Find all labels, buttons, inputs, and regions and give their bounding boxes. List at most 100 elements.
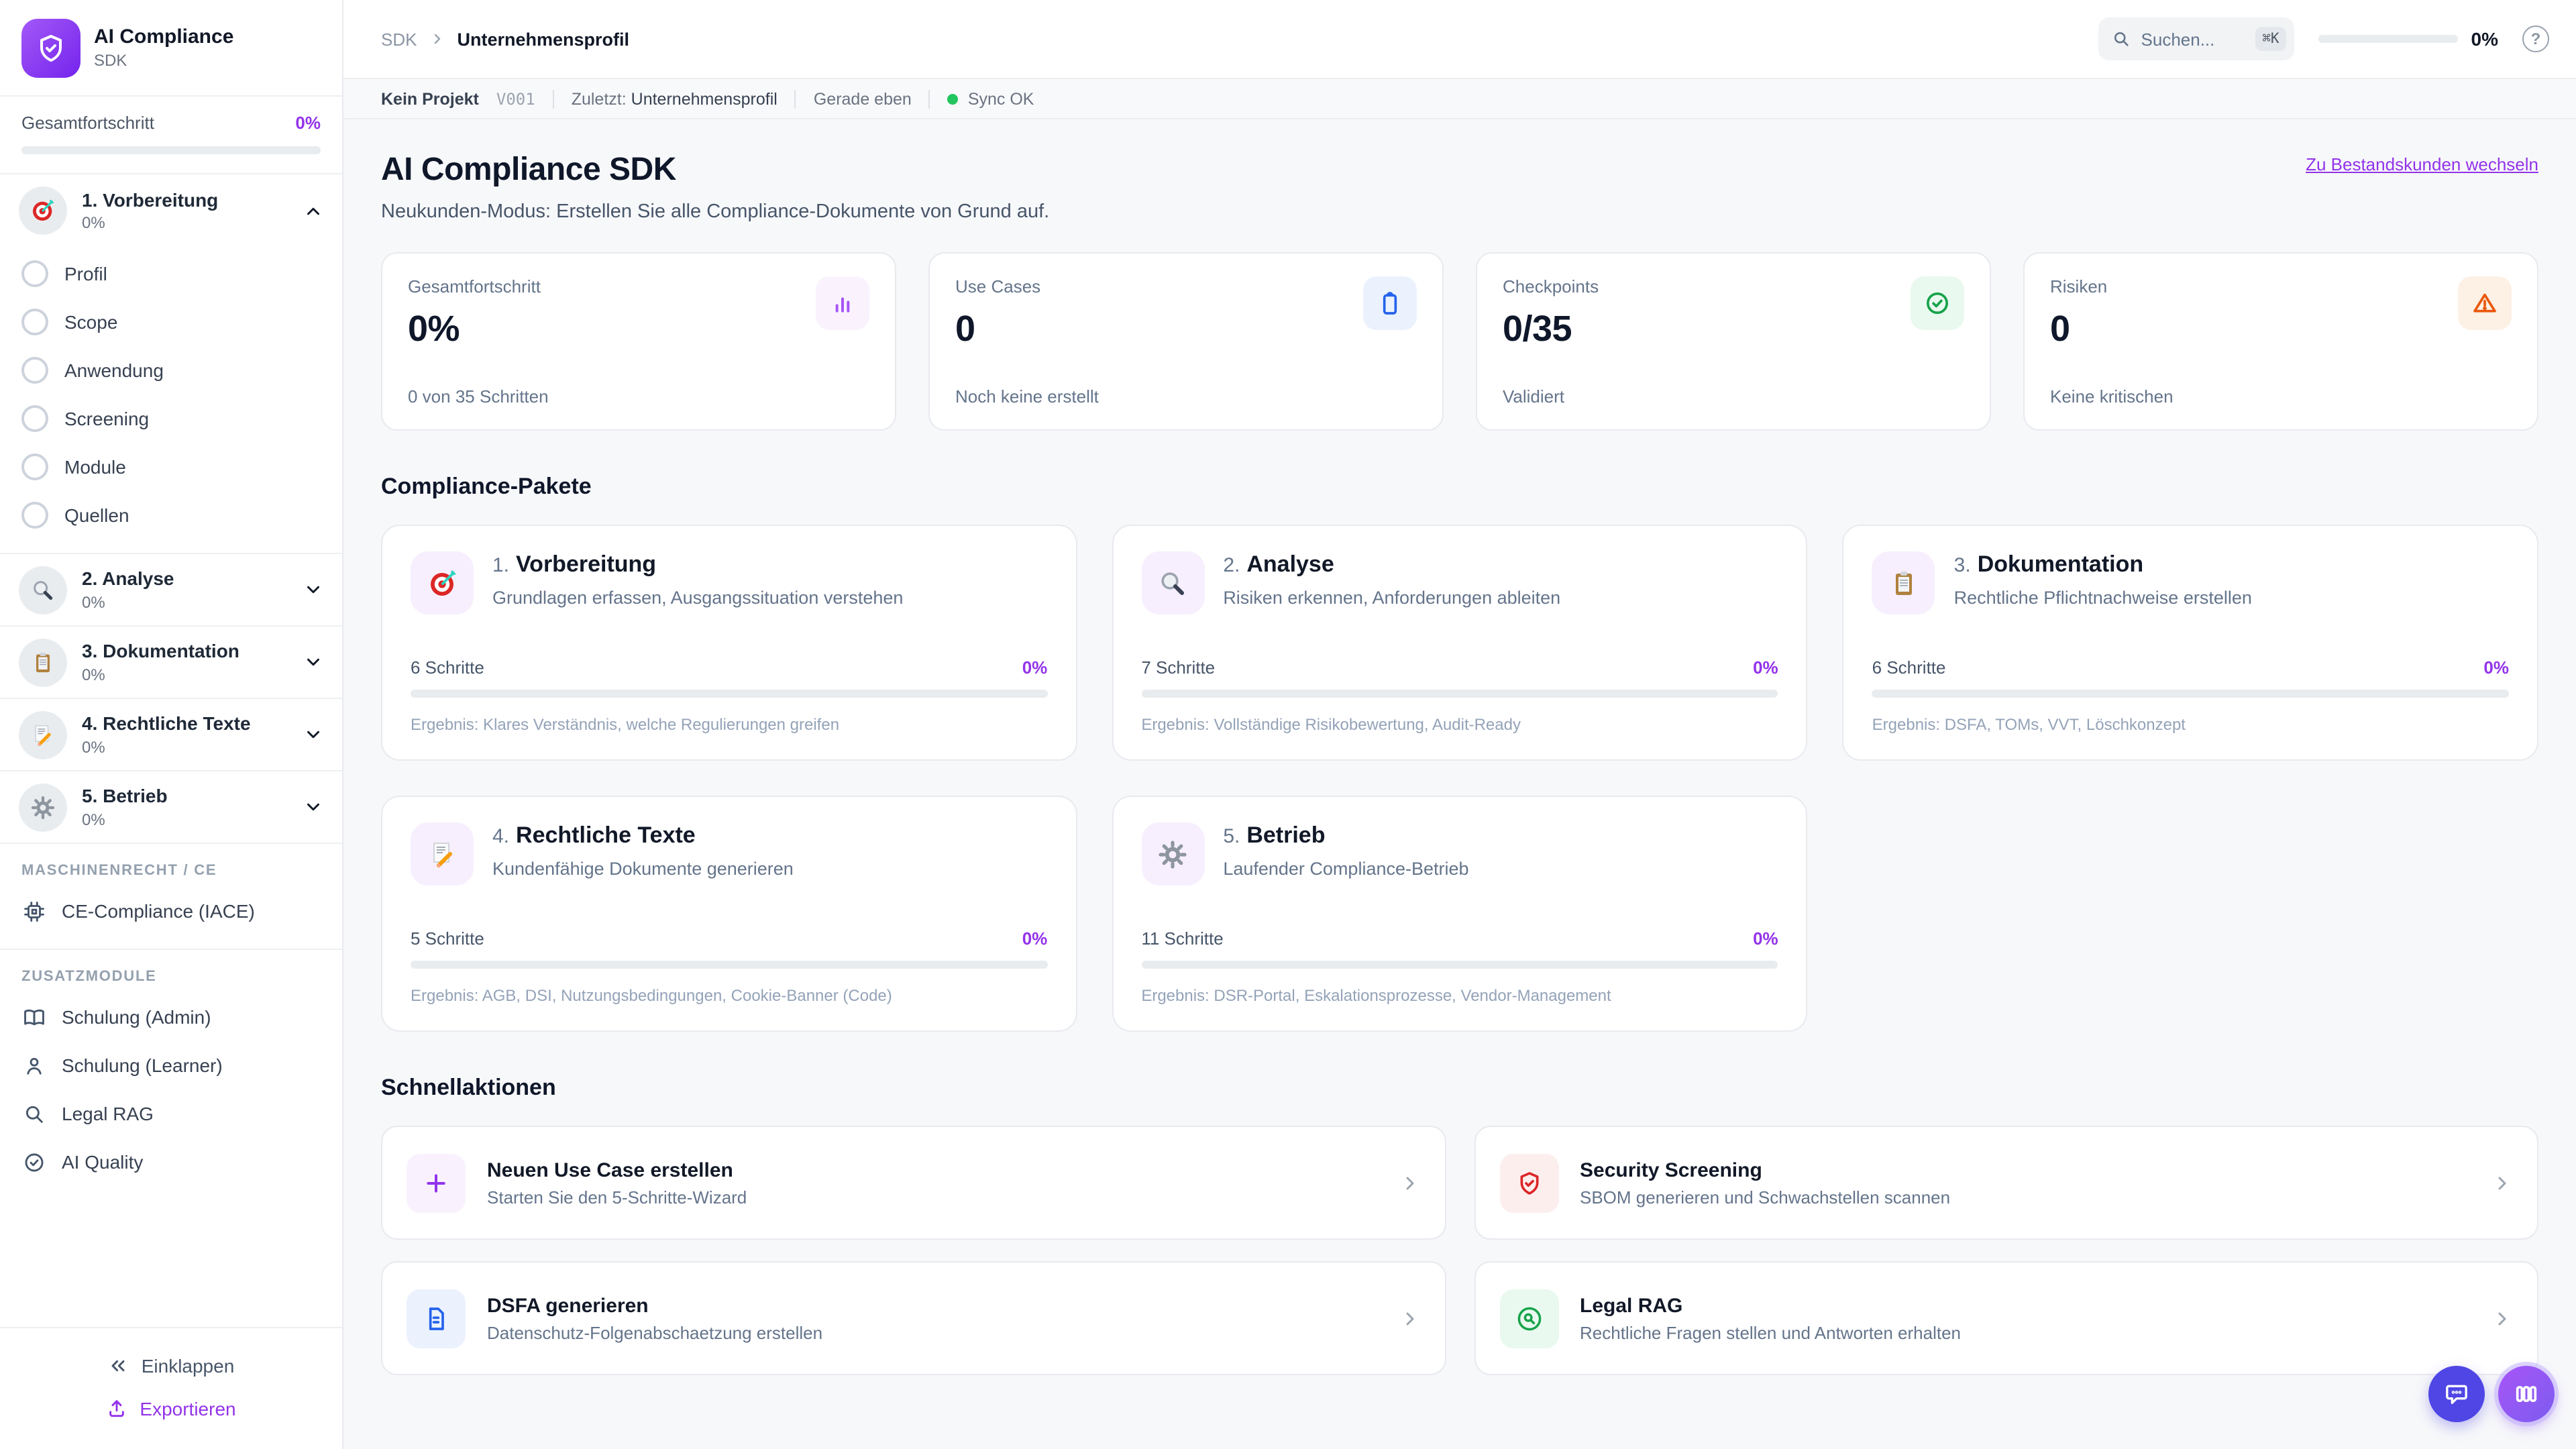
magnifier-icon [1141,551,1205,614]
stat-card-use-cases: Use Cases 0 Noch keine erstellt [928,252,1444,431]
sidebar-item-profil[interactable]: Profil [0,250,342,298]
package-card-analyse[interactable]: 2. Analyse Risiken erkennen, Anforderunge… [1112,525,1808,761]
subitem-label: Anwendung [64,360,164,381]
chevron-right-icon [2491,1172,2513,1193]
quick-action-new-use-case[interactable]: Neuen Use Case erstellen Starten Sie den… [381,1126,1446,1240]
step-status-circle [21,357,48,384]
quick-action-sub: Rechtliche Fragen stellen und Antworten … [1580,1322,1962,1342]
header-progress: 0% [2318,28,2498,50]
phase-percent: 0% [82,213,105,233]
package-percent: 0% [1022,657,1048,678]
package-card-dokumentation[interactable]: 3. Dokumentation Rechtliche Pflichtnachwe… [1842,525,2538,761]
sidebar-item-ai-quality[interactable]: AI Quality [0,1138,342,1186]
sidebar-phase-dokumentation[interactable]: 3. Dokumentation 0% [0,625,342,698]
quick-action-sub: SBOM generieren und Schwachstellen scann… [1580,1187,1951,1207]
chevron-down-icon [303,580,323,600]
sidebar-phase-analyse[interactable]: 2. Analyse 0% [0,553,342,625]
phase-text: 1. Vorbereitung 0% [82,189,288,233]
stat-value: 0 [955,309,975,349]
sidebar-item-quellen[interactable]: Quellen [0,491,342,539]
chevron-down-icon [303,797,323,817]
app-logo [21,18,80,77]
sync-status-label: Sync OK [967,89,1034,108]
page-subtitle: Neukunden-Modus: Erstellen Sie alle Comp… [381,201,1050,223]
sidebar-item-schulung-admin[interactable]: Schulung (Admin) [0,993,342,1041]
sidebar-phase-betrieb[interactable]: 5. Betrieb 0% [0,770,342,843]
last-step: Zuletzt: Unternehmensprofil [572,89,777,108]
app-title-block: AI Compliance SDK [94,25,233,70]
project-status: Kein Projekt [381,89,479,108]
user-icon [21,1054,46,1077]
sidebar-item-scope[interactable]: Scope [0,298,342,346]
collapse-sidebar-button[interactable]: Einklappen [21,1344,321,1387]
package-card-betrieb[interactable]: 5. Betrieb Laufender Compliance-Betrieb 1… [1112,796,1808,1032]
phase-subitems: Profil Scope Anwendung Screening Module [0,247,342,553]
chevron-up-icon [303,201,323,221]
shield-check-icon [1499,1153,1558,1212]
breadcrumb-current: Unternehmensprofil [457,29,629,49]
collapse-label: Einklappen [141,1355,235,1377]
sidebar-item-screening[interactable]: Screening [0,394,342,443]
export-button[interactable]: Exportieren [21,1387,321,1430]
search-icon [2112,30,2131,48]
stats-row: Gesamtfortschritt 0% 0 von 35 Schritten … [381,252,2538,431]
package-desc: Risiken erkennen, Anforderungen ableiten [1223,588,1561,608]
sidebar-header: AI Compliance SDK [0,0,342,97]
chat-assistant-button[interactable] [2428,1366,2485,1422]
package-steps: 7 Schritte [1141,657,1216,678]
last-saved-time: Gerade eben [813,89,912,108]
search-input[interactable] [2141,29,2235,49]
switch-mode-link[interactable]: Zu Bestandskunden wechseln [2306,154,2538,174]
sidebar: AI Compliance SDK Gesamtfortschritt 0% 1… [0,0,343,1449]
quick-action-security-screening[interactable]: Security Screening SBOM generieren und S… [1474,1126,2538,1240]
subitem-label: Quellen [64,504,129,526]
section-heading: ZUSATZMODULE [21,969,157,985]
phase-title: 1. Vorbereitung [82,189,219,211]
bar-chart-icon [816,276,869,330]
step-status-circle [21,502,48,529]
search-input-wrap[interactable]: ⌘K [2098,17,2294,60]
sidebar-item-module[interactable]: Module [0,443,342,491]
sidebar-item-ce-compliance[interactable]: CE-Compliance (IACE) [0,887,342,935]
phase-percent: 0% [82,810,105,829]
divider [552,89,554,108]
package-card-vorbereitung[interactable]: 1. Vorbereitung Grundlagen erfassen, Ausg… [381,525,1077,761]
breadcrumb: SDK Unternehmensprofil [381,29,629,49]
sidebar-item-legal-rag[interactable]: Legal RAG [0,1089,342,1138]
breadcrumb-root[interactable]: SDK [381,29,417,49]
stat-card-risiken: Risiken 0 Keine kritischen [2023,252,2538,431]
phase-text: 4. Rechtliche Texte 0% [82,713,288,757]
phase-percent: 0% [82,665,105,684]
package-steps: 6 Schritte [411,657,484,678]
package-steps: 5 Schritte [411,928,484,949]
package-card-rechtliche-texte[interactable]: 4. Rechtliche Texte Kundenfähige Dokument… [381,796,1077,1032]
quick-action-legal-rag[interactable]: Legal RAG Rechtliche Fragen stellen und … [1474,1261,2538,1375]
packages-grid: 1. Vorbereitung Grundlagen erfassen, Ausg… [381,525,2538,1032]
target-icon [19,186,67,235]
sidebar-item-anwendung[interactable]: Anwendung [0,346,342,394]
package-result: Ergebnis: DSR-Portal, Eskalationsprozess… [1141,986,1611,1005]
sidebar-item-label: AI Quality [62,1151,144,1173]
alert-triangle-icon [2458,276,2512,330]
section-maschinenrecht: MASCHINENRECHT / CE CE-Compliance (IACE) [0,843,342,935]
section-zusatzmodule: ZUSATZMODULE Schulung (Admin) Schulung (… [0,949,342,1186]
quick-action-dsfa[interactable]: DSFA generieren Datenschutz-Folgenabscha… [381,1261,1446,1375]
page-content: AI Compliance SDK Neukunden-Modus: Erste… [343,119,2576,1449]
package-percent: 0% [1753,657,1778,678]
sidebar-item-schulung-learner[interactable]: Schulung (Learner) [0,1041,342,1089]
search-circle-icon [1499,1289,1558,1348]
stat-label: Use Cases [955,276,1041,297]
sidebar-phase-rechtliche-texte[interactable]: 4. Rechtliche Texte 0% [0,698,342,770]
package-title: Vorbereitung [516,551,657,577]
package-desc: Kundenfähige Dokumente generieren [492,859,794,879]
help-button[interactable]: ? [2522,25,2549,52]
quick-action-title: Legal RAG [1580,1294,1683,1317]
sidebar-phase-vorbereitung[interactable]: 1. Vorbereitung 0% [0,174,342,247]
clipboard-emoji-icon [19,638,67,686]
app-title: AI Compliance [94,25,234,48]
phase-title: 2. Analyse [82,568,174,590]
board-view-button[interactable] [2498,1366,2555,1422]
package-progress-bar [1141,690,1778,698]
stat-value: 0% [408,309,460,349]
app-subtitle: SDK [94,51,127,70]
